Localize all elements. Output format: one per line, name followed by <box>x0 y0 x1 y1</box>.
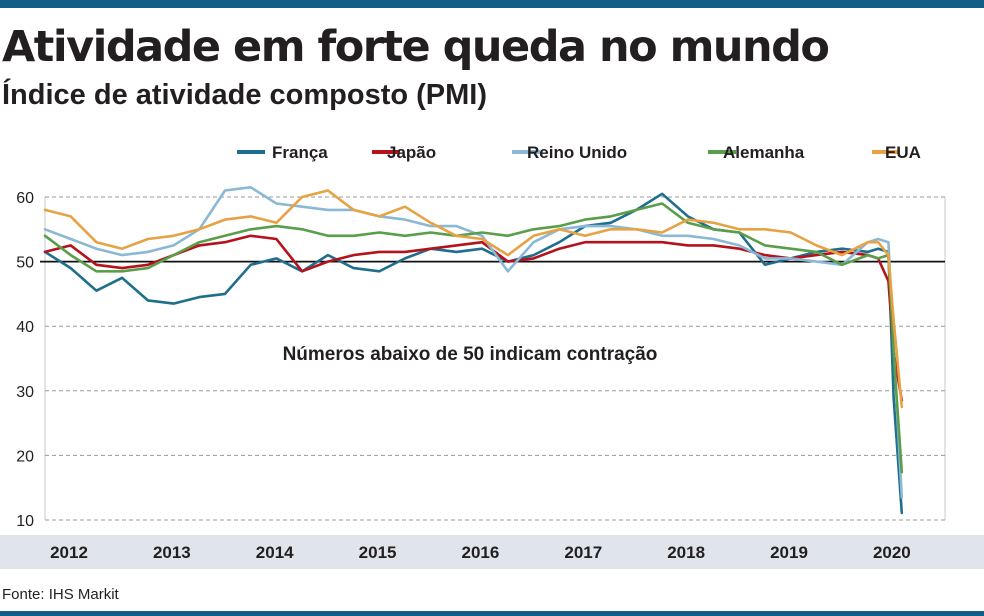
legend-label: Reino Unido <box>527 143 627 162</box>
legend-label: Alemanha <box>723 143 805 162</box>
y-tick-label: 30 <box>16 384 34 401</box>
series-line <box>43 202 904 474</box>
x-tick-label: 2015 <box>359 543 397 562</box>
pmi-line-chart: França Japão Reino Unido Alemanha EUA 10 20 30… <box>0 143 984 569</box>
series-lines <box>43 186 904 515</box>
chart-title: Atividade em forte queda no mundo <box>2 22 830 72</box>
y-axis: 10 20 30 40 50 60 <box>16 190 34 530</box>
y-tick-label: 60 <box>16 190 34 207</box>
bottom-accent-bar <box>0 611 984 616</box>
source-note: Fonte: IHS Markit <box>2 586 119 603</box>
series-line <box>43 189 904 409</box>
y-tick-label: 40 <box>16 319 34 336</box>
series-line <box>43 234 904 402</box>
x-tick-label: 2014 <box>256 543 294 562</box>
x-tick-label: 2019 <box>770 543 808 562</box>
chart-subtitle: Índice de atividade composto (PMI) <box>2 79 488 111</box>
x-tick-label: 2017 <box>564 543 602 562</box>
x-tick-label: 2013 <box>153 543 191 562</box>
contraction-annotation: Números abaixo de 50 indicam contração <box>283 344 658 365</box>
x-tick-label: 2016 <box>462 543 500 562</box>
x-axis: 2012 2013 2014 2015 2016 2017 2018 2019 2020 <box>50 543 911 562</box>
y-tick-label: 50 <box>16 255 34 272</box>
x-tick-label: 2012 <box>50 543 88 562</box>
legend: França Japão Reino Unido Alemanha EUA <box>237 143 921 162</box>
legend-label: EUA <box>885 143 921 162</box>
y-tick-label: 10 <box>16 513 34 530</box>
x-tick-label: 2020 <box>873 543 911 562</box>
x-axis-band <box>0 535 984 569</box>
legend-label: França <box>272 143 328 162</box>
y-tick-label: 20 <box>16 448 34 465</box>
x-tick-label: 2018 <box>667 543 705 562</box>
legend-label: Japão <box>387 143 436 162</box>
top-accent-bar <box>0 0 984 8</box>
